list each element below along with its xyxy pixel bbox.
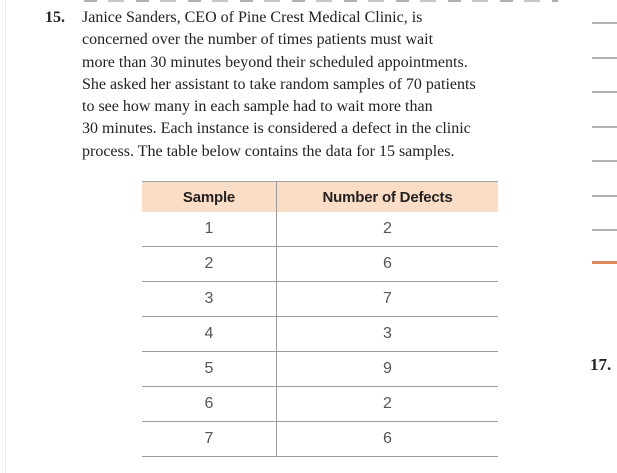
answer-blank-line [592,229,617,231]
cropped-text-remnant [84,0,558,2]
defects-cell: 7 [383,290,392,307]
sample-cell: 5 [142,352,277,386]
defects-cell: 6 [383,255,392,272]
next-problem-number: 17. [590,355,612,374]
defects-cell: 9 [383,360,392,377]
answer-blank-line [592,22,617,24]
problem-text-line: concerned over the number of times patie… [82,31,434,49]
sample-cell: 3 [142,282,277,316]
defects-cell: 2 [383,220,392,237]
defects-cell: 2 [383,395,392,412]
answer-blank-line [592,125,617,128]
sample-cell: 4 [142,317,277,351]
problem-number: 15. [45,9,65,26]
sample-cell: 6 [142,387,277,421]
table-header-row: Sample Number of Defects [142,182,498,212]
problem-text: Janice Sanders, CEO of Pine Crest Medica… [82,7,476,163]
problem-text-line: Janice Sanders, CEO of Pine Crest Medica… [82,9,423,26]
problem-15: 15. Janice Sanders, CEO of Pine Crest Me… [45,7,476,163]
table-header-defects: Number of Defects [322,188,453,206]
sample-cell: 1 [142,212,277,246]
table-header-sample: Sample [142,182,277,212]
defects-cell: 3 [383,325,392,342]
answer-blank-line [592,194,617,197]
defects-cell: 6 [383,430,392,447]
answer-blank-line-highlight [592,261,617,264]
problem-text-line: more than 30 minutes beyond their schedu… [82,53,468,71]
sample-cell: 2 [142,247,277,281]
problem-text-line: process. The table below contains the da… [82,142,455,160]
problem-text-line: to see how many in each sample had to wa… [82,98,433,116]
problem-text-line: 30 minutes. Each instance is considered … [82,120,471,138]
answer-blank-line [592,160,617,162]
answer-blank-line [592,91,617,93]
answer-blank-line [592,56,617,59]
sample-cell: 7 [142,422,277,456]
page-edge-line [5,0,6,473]
problem-text-line: She asked her assistant to take random s… [82,75,476,93]
